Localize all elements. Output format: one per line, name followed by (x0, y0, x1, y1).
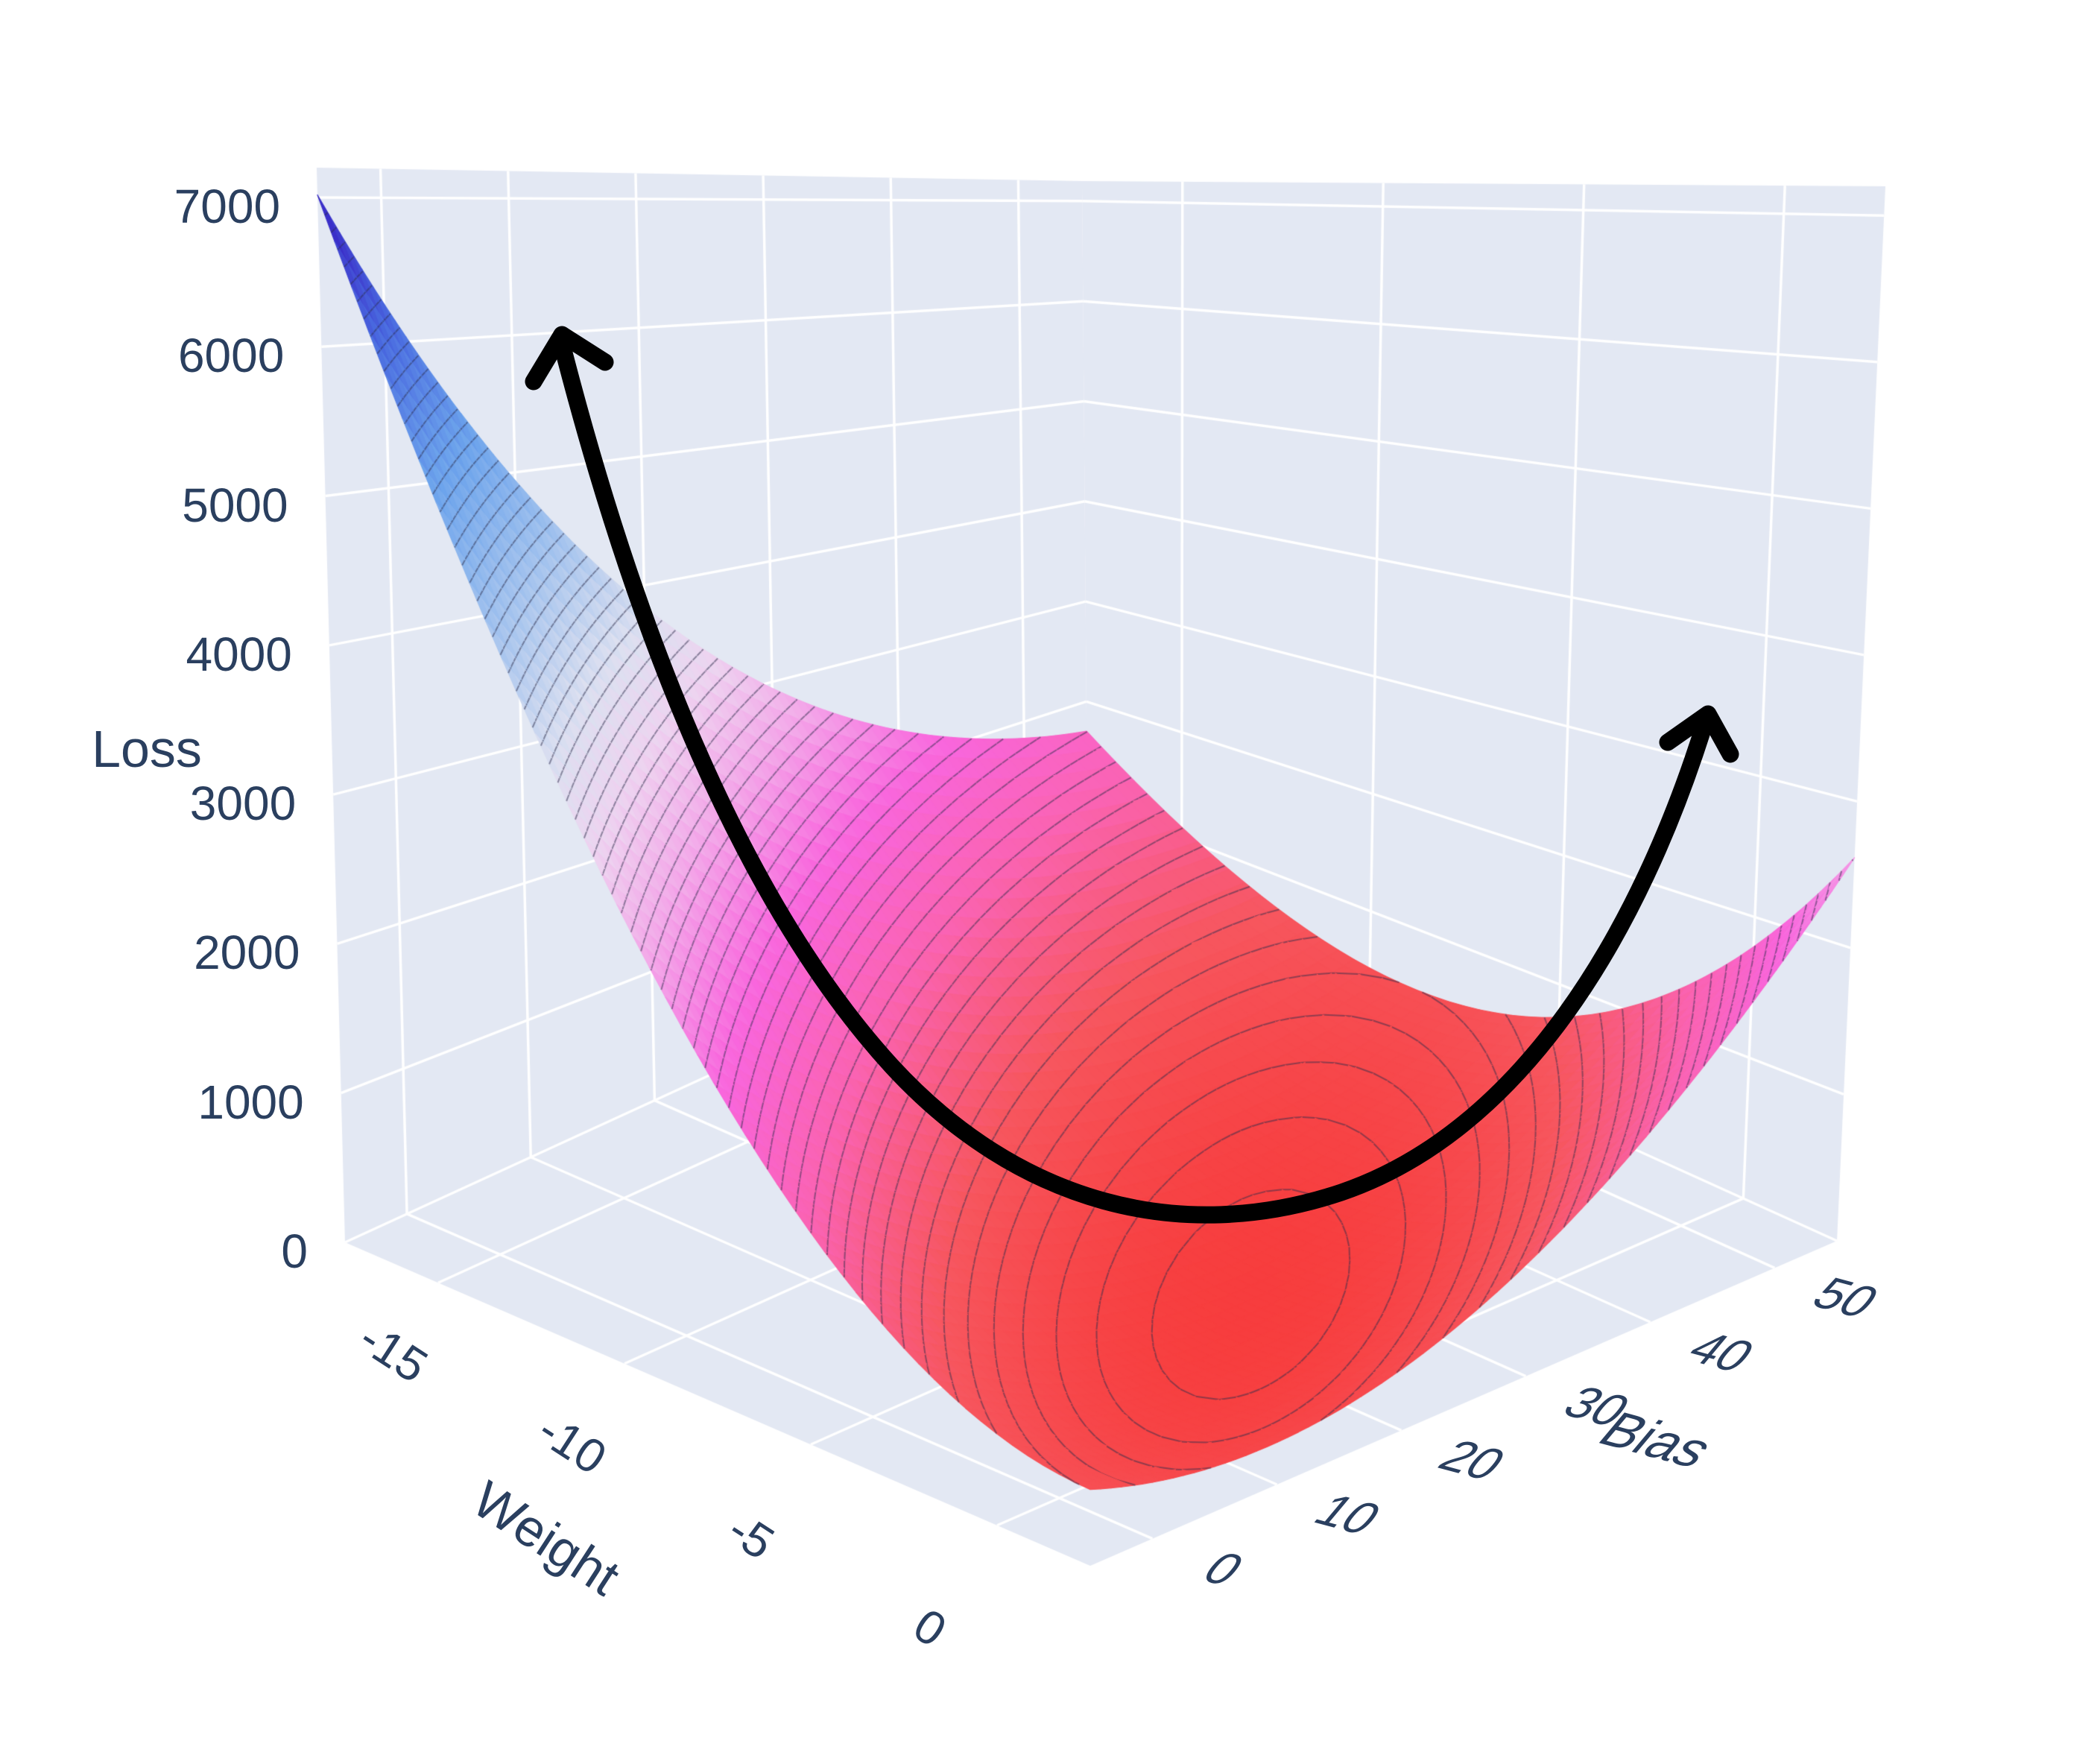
plotly-3d-scene[interactable]: Loss Weight Bias 0 1000 2000 3000 4000 5000 60… (0, 0, 2097, 1764)
surface-plot-canvas[interactable] (0, 0, 2097, 1764)
